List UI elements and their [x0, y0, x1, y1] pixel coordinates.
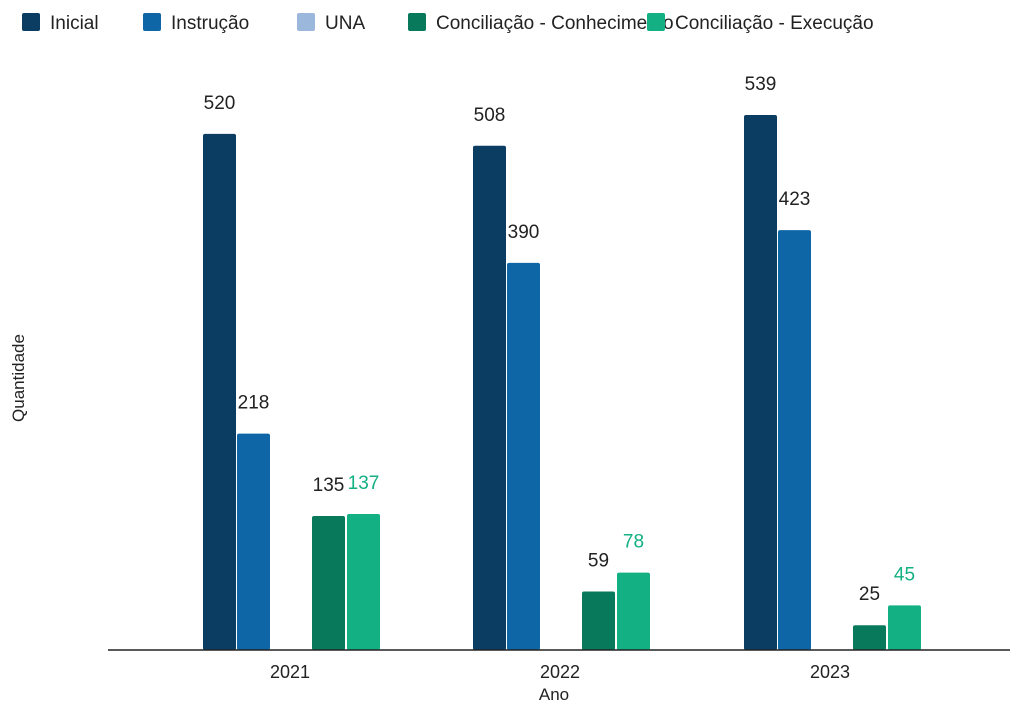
data-label-conciliacao-conhecimento-2022: 59 — [588, 550, 609, 571]
legend-swatch-conciliacao-conhecimento — [408, 13, 426, 31]
x-tick-label-2023: 2023 — [810, 662, 850, 682]
bar-conciliacao-execucao-2021 — [347, 514, 380, 650]
legend-label-conciliacao-conhecimento: Conciliação - Conhecimento — [436, 13, 674, 34]
y-axis-title: Quantidade — [9, 334, 28, 422]
bar-inicial-2023 — [744, 115, 777, 651]
data-labels: 520 508 539 218 390 423 135 59 25 137 78 45 — [204, 74, 915, 605]
legend-item-una[interactable]: UNA — [297, 13, 365, 34]
data-label-instrucao-2022: 390 — [508, 222, 540, 243]
data-label-inicial-2023: 539 — [745, 74, 777, 95]
legend: Inicial Instrução UNA Conciliação - Conheci… — [22, 13, 874, 34]
legend-item-instrucao[interactable]: Instrução — [143, 13, 249, 34]
bar-conciliacao-conhecimento-2022 — [582, 591, 615, 650]
legend-swatch-conciliacao-execucao — [647, 13, 665, 31]
data-label-conciliacao-conhecimento-2023: 25 — [859, 584, 880, 605]
bar-inicial-2021 — [203, 133, 236, 650]
bars — [203, 115, 921, 651]
x-axis-title: Ano — [539, 685, 569, 703]
data-label-conciliacao-execucao-2022: 78 — [623, 532, 644, 553]
legend-swatch-instrucao — [143, 13, 161, 31]
bar-conciliacao-execucao-2022 — [617, 572, 650, 650]
legend-swatch-inicial — [22, 13, 40, 31]
data-label-conciliacao-execucao-2021: 137 — [348, 473, 380, 494]
legend-label-instrucao: Instrução — [171, 13, 249, 34]
legend-swatch-una — [297, 13, 315, 31]
data-label-conciliacao-execucao-2023: 45 — [894, 564, 915, 585]
x-tick-label-2021: 2021 — [270, 662, 310, 682]
bar-inicial-2022 — [473, 145, 506, 650]
data-label-inicial-2022: 508 — [474, 105, 506, 126]
data-label-instrucao-2021: 218 — [238, 393, 270, 414]
legend-label-inicial: Inicial — [50, 13, 99, 34]
data-label-instrucao-2023: 423 — [779, 189, 811, 210]
bar-conciliacao-conhecimento-2021 — [312, 516, 345, 650]
legend-label-conciliacao-execucao: Conciliação - Execução — [675, 13, 874, 34]
bar-conciliacao-conhecimento-2023 — [853, 625, 886, 650]
bar-instrucao-2023 — [778, 230, 811, 651]
x-tick-labels: 2021 2022 2023 — [270, 662, 850, 682]
legend-item-conciliacao-conhecimento[interactable]: Conciliação - Conhecimento — [408, 13, 674, 34]
legend-label-una: UNA — [325, 13, 365, 34]
bar-instrucao-2022 — [507, 262, 540, 650]
legend-item-conciliacao-execucao[interactable]: Conciliação - Execução — [647, 13, 874, 34]
x-tick-label-2022: 2022 — [540, 662, 580, 682]
data-label-inicial-2021: 520 — [204, 93, 236, 114]
bar-instrucao-2021 — [237, 433, 270, 650]
bar-conciliacao-execucao-2023 — [888, 605, 921, 650]
legend-item-inicial[interactable]: Inicial — [22, 13, 99, 34]
data-label-conciliacao-conhecimento-2021: 135 — [313, 475, 345, 496]
